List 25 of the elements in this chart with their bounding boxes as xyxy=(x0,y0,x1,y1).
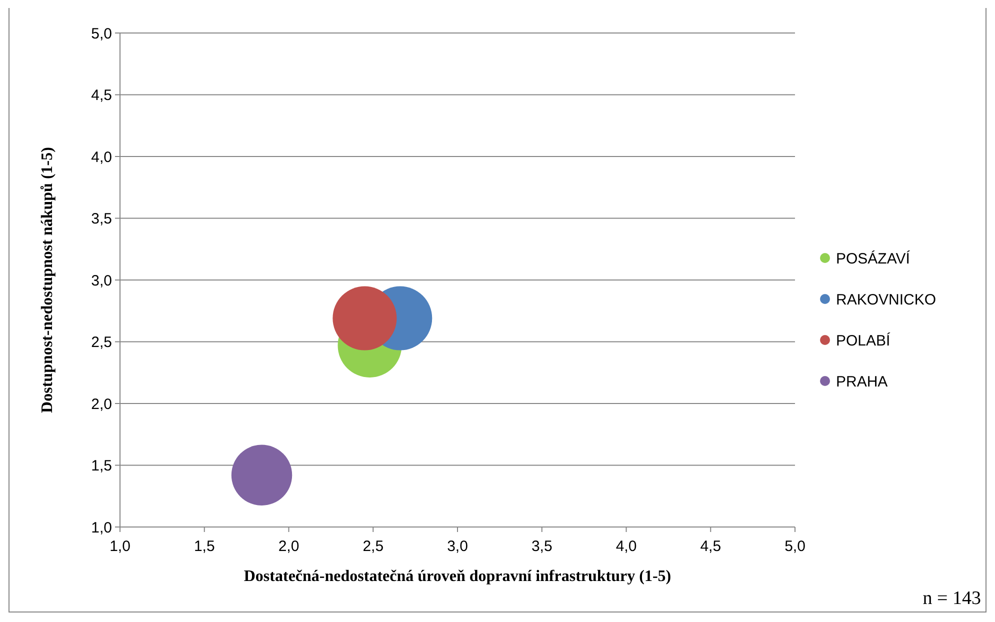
x-tick-label: 5,0 xyxy=(784,538,806,555)
y-axis-title: Dostupnost-nedostupnost nákupů (1-5) xyxy=(39,147,56,413)
y-tick-label: 1,5 xyxy=(91,458,112,474)
legend-label: POSÁZAVÍ xyxy=(836,249,911,268)
legend-label: POLABÍ xyxy=(836,331,892,350)
x-axis-title: Dostatečná-nedostatečná úroveň dopravní infrastruktury (1-5) xyxy=(244,568,672,585)
legend-label: PRAHA xyxy=(836,373,888,390)
x-tick-label: 4,5 xyxy=(700,538,722,555)
x-tick-label: 3,0 xyxy=(447,538,468,555)
y-tick-label: 3,0 xyxy=(91,272,112,290)
x-tick-label: 2,0 xyxy=(278,538,300,555)
x-tick-label: 1,0 xyxy=(110,538,130,555)
y-tick-label: 1,0 xyxy=(91,519,112,536)
x-tick-label: 2,5 xyxy=(362,538,384,555)
y-tick-label: 3,5 xyxy=(91,210,112,228)
x-tick-label: 4,0 xyxy=(616,538,637,555)
text: n = 143 xyxy=(922,588,981,609)
y-tick-label: 5,0 xyxy=(91,25,112,42)
y-tick-label: 2,0 xyxy=(91,396,112,413)
y-tick-label: 4,0 xyxy=(91,148,112,166)
y-tick-label: 4,5 xyxy=(91,87,112,104)
x-tick-label: 1,5 xyxy=(194,538,215,555)
x-tick-label: 3,5 xyxy=(531,538,552,555)
y-tick-label: 2,5 xyxy=(91,334,112,351)
legend-label: RAKOVNICKO xyxy=(836,291,936,308)
